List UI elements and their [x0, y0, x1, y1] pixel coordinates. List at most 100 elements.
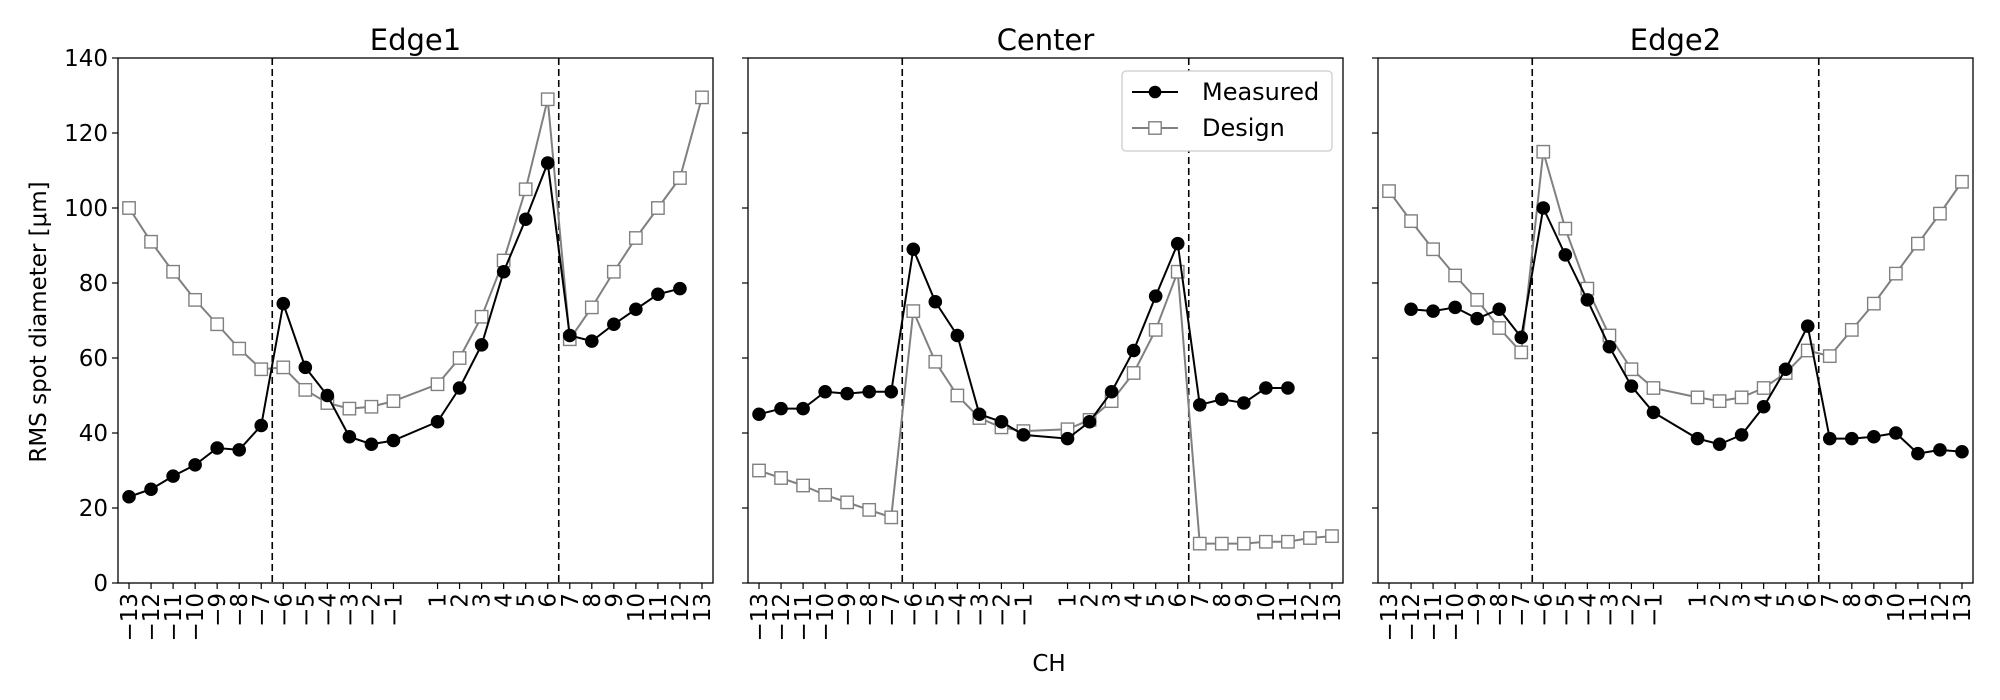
design-point	[1470, 292, 1485, 307]
x-tick-label: 1	[426, 593, 452, 608]
design-point	[1303, 531, 1317, 545]
x-tick-label: −12	[1399, 593, 1425, 642]
measured-point	[1911, 446, 1925, 461]
design-point	[796, 478, 810, 493]
design-point	[774, 471, 788, 485]
x-tick-label: 3	[470, 593, 496, 608]
plot-frame	[747, 57, 1344, 584]
design-point	[1281, 534, 1295, 549]
design-point	[1382, 184, 1396, 199]
design-point	[1800, 343, 1815, 358]
x-tick-label: −11	[791, 593, 817, 642]
design-point	[342, 401, 357, 416]
measured-point	[276, 296, 291, 311]
measured-point	[298, 360, 313, 375]
x-tick-label: −5	[1553, 593, 1579, 627]
design-point	[1325, 529, 1339, 544]
x-tick-label: −4	[315, 593, 341, 627]
design-point	[364, 399, 379, 414]
x-tick-label: 12	[1928, 593, 1954, 622]
measured-point	[1426, 304, 1440, 318]
measured-point	[928, 294, 943, 309]
y-tick-label: 120	[64, 121, 108, 147]
measured-point	[1126, 343, 1141, 358]
x-tick-label: −12	[769, 593, 795, 642]
x-tick-label: −8	[227, 593, 253, 627]
design-point	[606, 264, 621, 279]
panel-center: Center−13−12−11−10−9−8−7−6−5−4−3−2−1 1234…	[742, 23, 1346, 642]
x-tick-label: 3	[1730, 593, 1756, 608]
x-tick-label: 13	[690, 593, 716, 622]
measured-point	[1867, 429, 1881, 444]
x-tick-label: 2	[1078, 593, 1104, 608]
measured-point	[452, 381, 467, 395]
x-tick-label: −7	[879, 593, 905, 627]
measured-point	[540, 156, 555, 170]
measured-point	[342, 429, 357, 444]
x-tick-label: −9	[835, 593, 861, 627]
measured-point	[1060, 431, 1075, 446]
x-tick-label: −4	[1575, 593, 1601, 627]
plot-frame	[1377, 57, 1974, 584]
legend-design-label: Design	[1202, 114, 1285, 142]
x-tick-label: 5	[514, 593, 540, 608]
measured-point	[651, 287, 665, 302]
x-tick-label: 7	[1188, 593, 1214, 608]
design-point	[298, 382, 313, 397]
measured-point	[862, 384, 877, 399]
measured-point	[1259, 381, 1273, 395]
x-axis-label: CH	[1032, 651, 1065, 677]
x-tick-label: −13	[747, 593, 773, 642]
measured-point	[1602, 339, 1617, 354]
measured-point	[1514, 330, 1529, 345]
x-tick-label: 1	[1686, 593, 1712, 608]
measured-point	[1756, 399, 1771, 414]
design-point	[1624, 362, 1639, 377]
design-point	[1148, 322, 1163, 337]
measured-point	[950, 328, 965, 343]
design-point	[1955, 174, 1969, 189]
measured-point	[1822, 431, 1837, 446]
panels: Edge1020406080100120140−13−12−11−10−9−8−…	[64, 23, 1976, 642]
design-point	[1822, 349, 1837, 364]
legend-measured-label: Measured	[1202, 78, 1319, 106]
design-point	[1126, 366, 1141, 380]
design-point	[673, 171, 687, 185]
x-tick-label: 7	[1818, 593, 1844, 608]
measured-point	[1690, 431, 1705, 446]
design-point	[1404, 214, 1418, 229]
x-tick-label: −10	[1443, 593, 1469, 642]
measured-point	[1082, 414, 1097, 429]
measured-point	[1192, 398, 1207, 412]
design-point	[1514, 345, 1529, 360]
x-tick-label: 8	[1840, 593, 1866, 608]
panel-title: Edge2	[1630, 23, 1721, 57]
x-tick-label: 11	[1276, 593, 1302, 622]
design-point	[1734, 390, 1749, 405]
design-point	[452, 351, 467, 365]
measured-point	[607, 317, 621, 332]
measured-point	[1492, 302, 1507, 317]
measured-point	[1844, 431, 1859, 446]
design-point	[276, 360, 291, 375]
y-tick-label: 40	[79, 421, 108, 447]
measured-point	[1170, 236, 1185, 251]
x-tick-label: −1	[1011, 593, 1037, 627]
x-tick-label: −13	[117, 593, 143, 642]
x-tick-label: −10	[813, 593, 839, 642]
measured-point	[629, 302, 643, 317]
measured-point	[166, 469, 180, 483]
design-point	[540, 92, 555, 107]
measured-point	[840, 386, 854, 401]
measured-point	[210, 441, 224, 455]
measured-point	[1624, 379, 1639, 393]
design-point	[1214, 536, 1229, 551]
design-point	[862, 502, 877, 517]
measured-point	[232, 443, 247, 457]
measured-point	[1712, 437, 1727, 452]
x-tick-label: 10	[624, 593, 650, 622]
measured-point	[1646, 405, 1661, 420]
design-point	[1492, 321, 1507, 335]
design-point	[1866, 296, 1881, 311]
x-tick-label: −4	[945, 593, 971, 627]
